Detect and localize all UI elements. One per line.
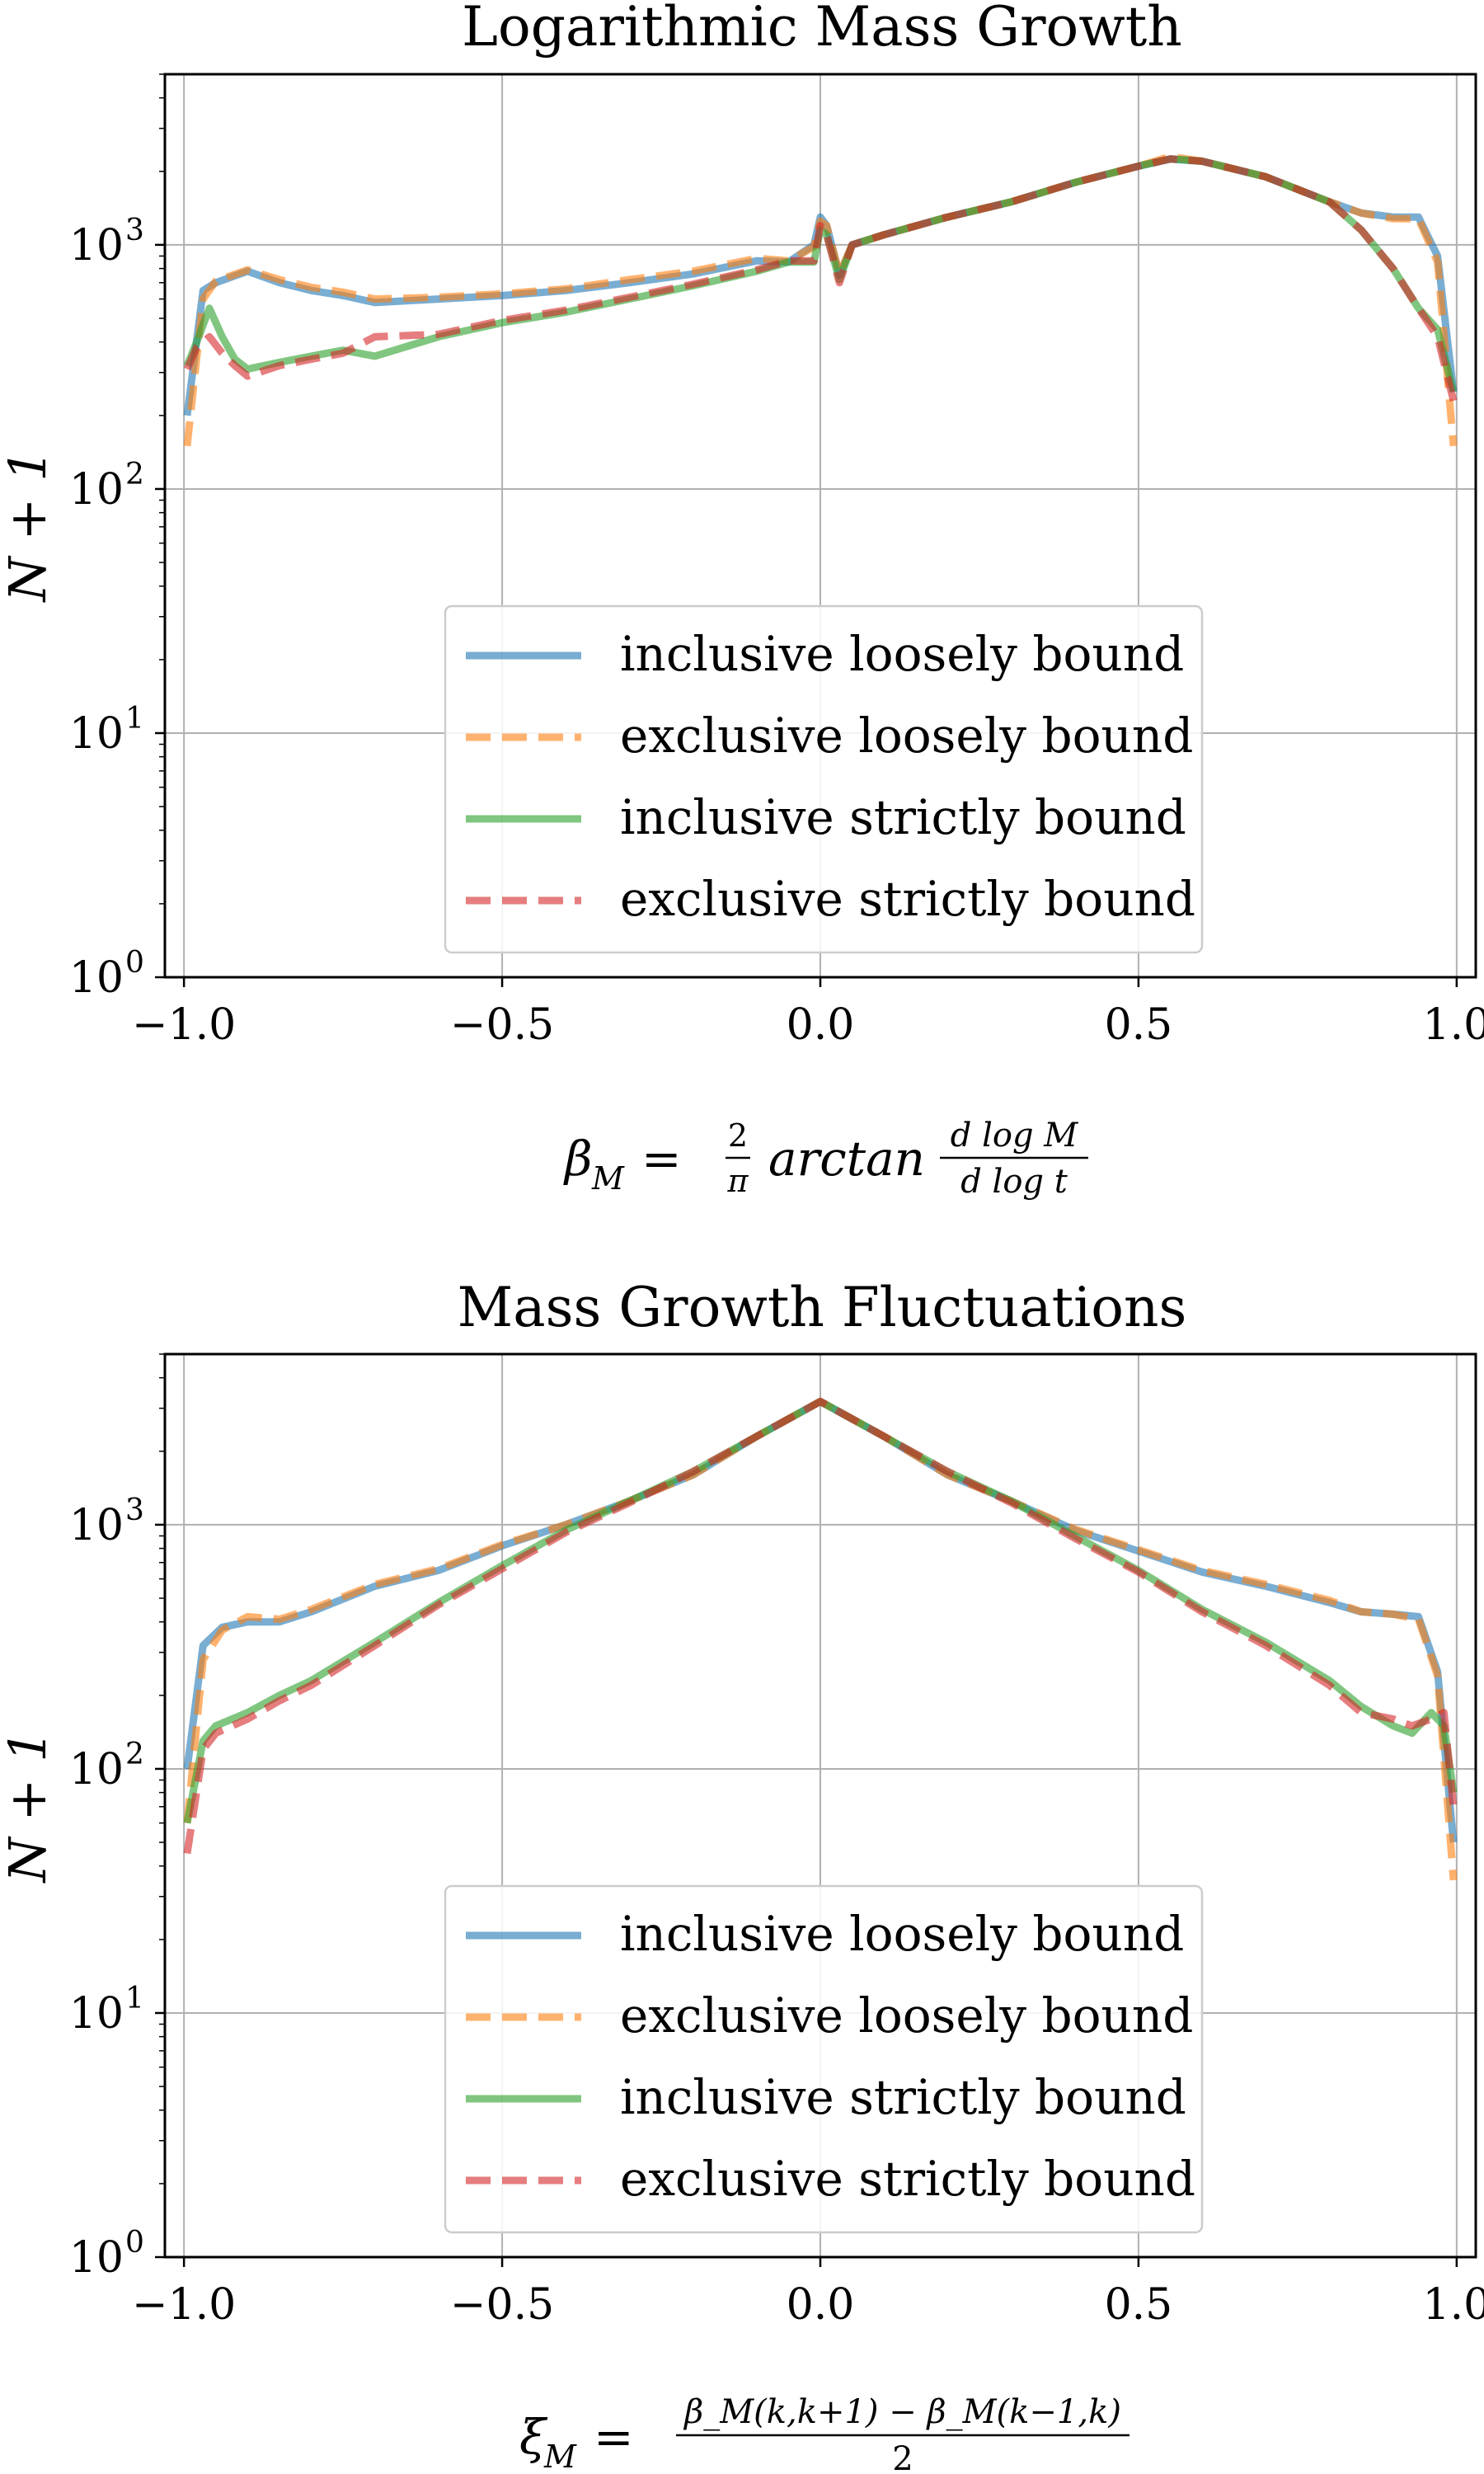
legend: inclusive loosely bound exclusive loosely… bbox=[444, 1884, 1204, 2234]
y-tick-label: 10 bbox=[69, 221, 124, 270]
y-tick-label: 10 bbox=[69, 465, 124, 515]
x-tick-labels: −1.0 −0.5 0.0 0.5 1.0 bbox=[132, 2257, 1484, 2330]
series-line-4 bbox=[183, 1397, 1458, 1855]
x-label-subscript: M bbox=[591, 1160, 625, 1197]
legend-label-4: exclusive strictly bound bbox=[620, 2151, 1195, 2207]
y-tick-exponent: 0 bbox=[125, 946, 144, 980]
x-axis-label: β M = 2 π arctan d log M d log t bbox=[563, 1117, 1088, 1201]
x-tick-label: 0.5 bbox=[1105, 2280, 1173, 2330]
legend-label-1: inclusive loosely bound bbox=[620, 626, 1184, 682]
legend-box bbox=[444, 604, 1204, 954]
series-lines bbox=[183, 1397, 1458, 1881]
x-tick-label: 0.5 bbox=[1105, 1000, 1173, 1050]
legend-label-1: inclusive loosely bound bbox=[620, 1906, 1184, 1962]
y-axis-label: N + 1 bbox=[0, 1729, 58, 1884]
x-tick-label: −1.0 bbox=[132, 1000, 236, 1050]
chart-title: Mass Growth Fluctuations bbox=[458, 1276, 1187, 1339]
legend-box bbox=[444, 1884, 1204, 2234]
chart-logarithmic-mass-growth: Logarithmic Mass Growth −1.0 −0.5 0.0 0.5 1.… bbox=[0, 0, 1484, 1201]
x-label-function: arctan bbox=[768, 1131, 925, 1187]
chart-mass-growth-fluctuations: Mass Growth Fluctuations −1.0 −0.5 0.0 0.5 1… bbox=[0, 1276, 1484, 2474]
x-tick-label: 0.0 bbox=[787, 1000, 855, 1050]
legend-label-2: exclusive loosely bound bbox=[620, 708, 1193, 764]
y-tick-label: 10 bbox=[69, 2233, 124, 2283]
x-tick-label: 1.0 bbox=[1422, 1000, 1484, 1050]
x-label-symbol: ξ bbox=[519, 2409, 548, 2465]
x-label-denominator: 2 bbox=[892, 2440, 913, 2474]
y-tick-exponent: 1 bbox=[125, 1982, 144, 2015]
y-tick-label: 10 bbox=[69, 709, 124, 759]
x-label-coef-num: 2 bbox=[728, 1117, 748, 1154]
x-tick-label: 1.0 bbox=[1422, 2280, 1484, 2330]
legend: inclusive loosely bound exclusive loosely… bbox=[444, 604, 1204, 954]
y-tick-exponent: 2 bbox=[125, 458, 144, 492]
x-label-numerator: d log M bbox=[951, 1117, 1079, 1155]
series-line-4 bbox=[183, 155, 1458, 402]
x-label-coef-den: π bbox=[727, 1163, 749, 1199]
y-tick-exponent: 3 bbox=[125, 214, 144, 247]
x-tick-label: −1.0 bbox=[132, 2280, 236, 2330]
legend-label-3: inclusive strictly bound bbox=[620, 2069, 1186, 2125]
chart-title: Logarithmic Mass Growth bbox=[462, 0, 1182, 59]
x-label-symbol: β bbox=[563, 1131, 593, 1187]
legend-label-3: inclusive strictly bound bbox=[620, 789, 1186, 845]
x-tick-label: −0.5 bbox=[450, 1000, 554, 1050]
x-label-equals: = bbox=[594, 2409, 634, 2465]
y-tick-label: 10 bbox=[69, 1989, 124, 2039]
y-axis-label: N + 1 bbox=[0, 449, 58, 603]
y-tick-label: 10 bbox=[69, 953, 124, 1003]
x-label-denominator: d log t bbox=[960, 1163, 1068, 1201]
x-label-numerator: β_M(k,k+1) − β_M(k−1,k) bbox=[683, 2393, 1121, 2431]
x-tick-label: 0.0 bbox=[787, 2280, 855, 2330]
series-lines bbox=[183, 153, 1458, 447]
y-tick-label: 10 bbox=[69, 1501, 124, 1550]
x-tick-label: −0.5 bbox=[450, 2280, 554, 2330]
legend-label-4: exclusive strictly bound bbox=[620, 871, 1195, 927]
x-tick-labels: −1.0 −0.5 0.0 0.5 1.0 bbox=[132, 977, 1484, 1050]
legend-label-2: exclusive loosely bound bbox=[620, 1987, 1193, 2044]
x-label-subscript: M bbox=[543, 2439, 577, 2474]
x-axis-label: ξ M = β_M(k,k+1) − β_M(k−1,k) 2 bbox=[519, 2393, 1129, 2474]
y-tick-exponent: 2 bbox=[125, 1738, 144, 1771]
y-tick-exponent: 1 bbox=[125, 702, 144, 736]
y-tick-exponent: 3 bbox=[125, 1493, 144, 1527]
x-label-equals: = bbox=[641, 1131, 682, 1187]
y-tick-label: 10 bbox=[69, 1745, 124, 1794]
y-tick-exponent: 0 bbox=[125, 2226, 144, 2260]
